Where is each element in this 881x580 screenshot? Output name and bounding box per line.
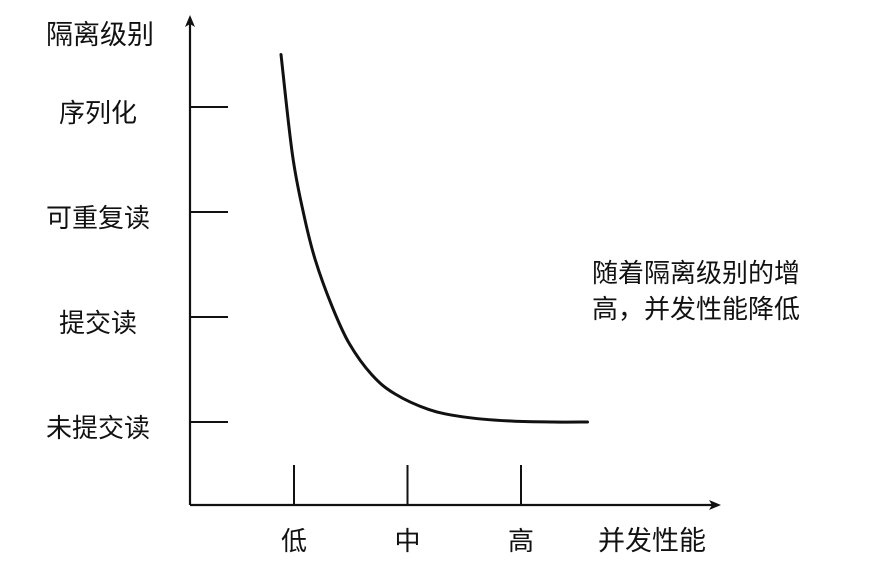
y-tick-label: 序列化 — [59, 99, 137, 129]
y-ticks-group: 未提交读 提交读 可重复读 序列化 — [46, 99, 228, 444]
y-tick-label: 提交读 — [59, 309, 137, 339]
x-tick-label: 中 — [394, 527, 420, 557]
y-tick-label: 可重复读 — [46, 204, 150, 234]
x-ticks-group: 低中高 — [281, 465, 534, 557]
series-group — [279, 53, 589, 424]
y-tick-label: 未提交读 — [46, 414, 150, 444]
y-axis-title: 隔离级别 — [46, 20, 154, 51]
annotation-line: 随着隔离级别的增 — [592, 259, 800, 289]
series-line — [279, 53, 589, 424]
x-axis-title: 并发性能 — [598, 526, 706, 557]
x-tick-label: 高 — [508, 527, 534, 557]
x-tick-label: 低 — [281, 527, 307, 557]
annotation-line: 高，并发性能降低 — [592, 295, 800, 325]
